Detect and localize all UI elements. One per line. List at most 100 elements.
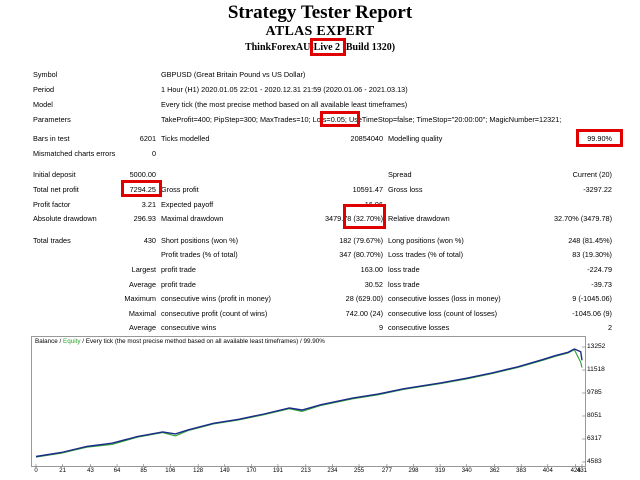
parameters-value: TakeProfit=400; PipStep=300; MaxTrades=1… — [161, 115, 562, 124]
loss-trades-label: Loss trades (% of total) — [388, 250, 464, 259]
x-tick-label: 319 — [435, 468, 446, 474]
row-left-label: profit trade — [161, 265, 196, 274]
y-tick-label: 11518 — [587, 366, 605, 373]
row-right-value: -224.79 — [587, 265, 612, 274]
x-tick-label: 431 — [576, 468, 587, 474]
x-tick-label: 170 — [246, 468, 257, 474]
row-right-value: 9 (-1045.06) — [572, 294, 612, 303]
maximal-drawdown-value: 3479.78 (32.70%) — [324, 214, 383, 223]
row-prefix: Maximal — [128, 309, 156, 318]
x-tick-label: 106 — [165, 468, 176, 474]
chart-title-sep: / — [57, 338, 64, 345]
highlight-live-box — [310, 38, 346, 56]
gross-loss-value: -3297.22 — [583, 185, 612, 194]
x-tick-label: 43 — [87, 468, 94, 474]
highlight-net-profit-box — [121, 180, 162, 197]
x-tick-label: 191 — [272, 468, 283, 474]
profit-factor-value: 3.21 — [141, 200, 156, 209]
net-profit-label: Total net profit — [33, 185, 79, 194]
absolute-drawdown-label: Absolute drawdown — [33, 214, 97, 223]
mismatch-value: 0 — [151, 149, 156, 158]
x-tick-label: 298 — [408, 468, 419, 474]
gross-loss-label: Gross loss — [388, 185, 423, 194]
row-prefix: Largest — [131, 265, 156, 274]
total-trades-value: 430 — [143, 236, 156, 245]
quality-value: 99.90% — [587, 134, 612, 143]
highlight-drawdown-box — [343, 204, 386, 229]
quality-label: Modelling quality — [388, 134, 443, 143]
row-left-value: 30.52 — [364, 280, 383, 289]
symbol-value: GBPUSD (Great Britain Pound vs US Dollar… — [161, 70, 306, 79]
profit-trades-label: Profit trades (% of total) — [161, 250, 238, 259]
relative-drawdown-label: Relative drawdown — [388, 214, 450, 223]
row-right-label: loss trade — [388, 280, 420, 289]
gross-profit-label: Gross profit — [161, 185, 199, 194]
chart-title-balance: Balance — [35, 338, 58, 345]
x-tick-label: 64 — [113, 468, 121, 474]
row-right-value: -39.73 — [591, 280, 612, 289]
row-left-label: consecutive wins (profit in money) — [161, 294, 271, 303]
server-build: ThinkForexAU-Live 2 (Build 1320) — [244, 42, 396, 53]
relative-drawdown-value: 32.70% (3479.78) — [553, 214, 612, 223]
y-tick-label: 6317 — [587, 434, 602, 442]
parameters-label: Parameters — [33, 115, 71, 124]
highlight-quality-box — [576, 129, 623, 147]
x-tick-label: 426 — [570, 468, 581, 474]
row-prefix: Average — [128, 323, 156, 332]
x-tick-label: 383 — [516, 468, 527, 474]
report-title: Strategy Tester Report — [227, 2, 413, 23]
x-tick-label: 340 — [461, 468, 472, 474]
maximal-drawdown-label: Maximal drawdown — [161, 214, 224, 223]
model-value: Every tick (the most precise method base… — [161, 100, 408, 109]
highlight-lots-box — [320, 111, 360, 127]
x-tick-label: 362 — [489, 468, 500, 474]
period-value: 1 Hour (H1) 2020.01.05 22:01 - 2020.12.3… — [161, 85, 408, 94]
ticks-label: Ticks modelled — [161, 134, 210, 143]
symbol-label: Symbol — [33, 70, 58, 79]
row-right-label: consecutive losses (loss in money) — [388, 294, 501, 303]
chart-title-rest: / Every tick (the most precise method ba… — [80, 338, 325, 345]
x-tick-label: 404 — [542, 468, 553, 474]
chart-title-equity: Equity — [63, 338, 81, 345]
ticks-value: 20854040 — [350, 134, 383, 143]
row-right-label: consecutive loss (count of losses) — [388, 309, 498, 318]
row-left-label: consecutive profit (count of wins) — [161, 309, 268, 318]
x-tick-label: 234 — [327, 468, 338, 474]
gross-profit-value: 10591.47 — [352, 185, 383, 194]
net-profit-value: 7294.25 — [129, 185, 156, 194]
total-trades-label: Total trades — [33, 236, 71, 245]
x-tick-label: 277 — [381, 468, 392, 474]
y-tick-label: 8051 — [587, 411, 602, 419]
x-tick-label: 149 — [219, 468, 230, 474]
balance-chart-frame — [31, 336, 586, 467]
expert-name: ATLAS EXPERT — [265, 24, 375, 39]
row-right-value: -1045.06 (9) — [572, 309, 612, 318]
profit-trades-value: 347 (80.70%) — [339, 250, 383, 259]
short-positions-value: 182 (79.67%) — [339, 236, 383, 245]
x-tick-label: 21 — [59, 468, 66, 474]
x-tick-label: 213 — [300, 468, 311, 474]
absolute-drawdown-value: 296.93 — [133, 214, 156, 223]
initial-deposit-value: 5000.00 — [129, 170, 156, 179]
row-left-label: profit trade — [161, 280, 196, 289]
row-left-value: 9 — [378, 323, 383, 332]
y-tick-label: 9785 — [587, 388, 602, 396]
row-left-value: 28 (629.00) — [345, 294, 383, 303]
row-left-value: 742.00 (24) — [345, 309, 383, 318]
bars-value: 6201 — [139, 134, 156, 143]
long-positions-label: Long positions (won %) — [388, 236, 464, 245]
row-left-value: 163.00 — [360, 265, 383, 274]
bars-label: Bars in test — [33, 134, 70, 143]
chart-title: Balance / Equity / Every tick (the most … — [35, 338, 325, 345]
short-positions-label: Short positions (won %) — [161, 236, 239, 245]
row-prefix: Average — [128, 280, 156, 289]
x-tick-label: 255 — [354, 468, 365, 474]
profit-factor-label: Profit factor — [33, 200, 71, 209]
x-tick-label: 0 — [34, 468, 38, 474]
model-label: Model — [33, 100, 53, 109]
period-label: Period — [33, 85, 55, 94]
y-tick-label: 4583 — [587, 458, 602, 465]
loss-trades-value: 83 (19.30%) — [572, 250, 612, 259]
mismatch-label: Mismatched charts errors — [33, 149, 116, 158]
row-right-label: loss trade — [388, 265, 420, 274]
